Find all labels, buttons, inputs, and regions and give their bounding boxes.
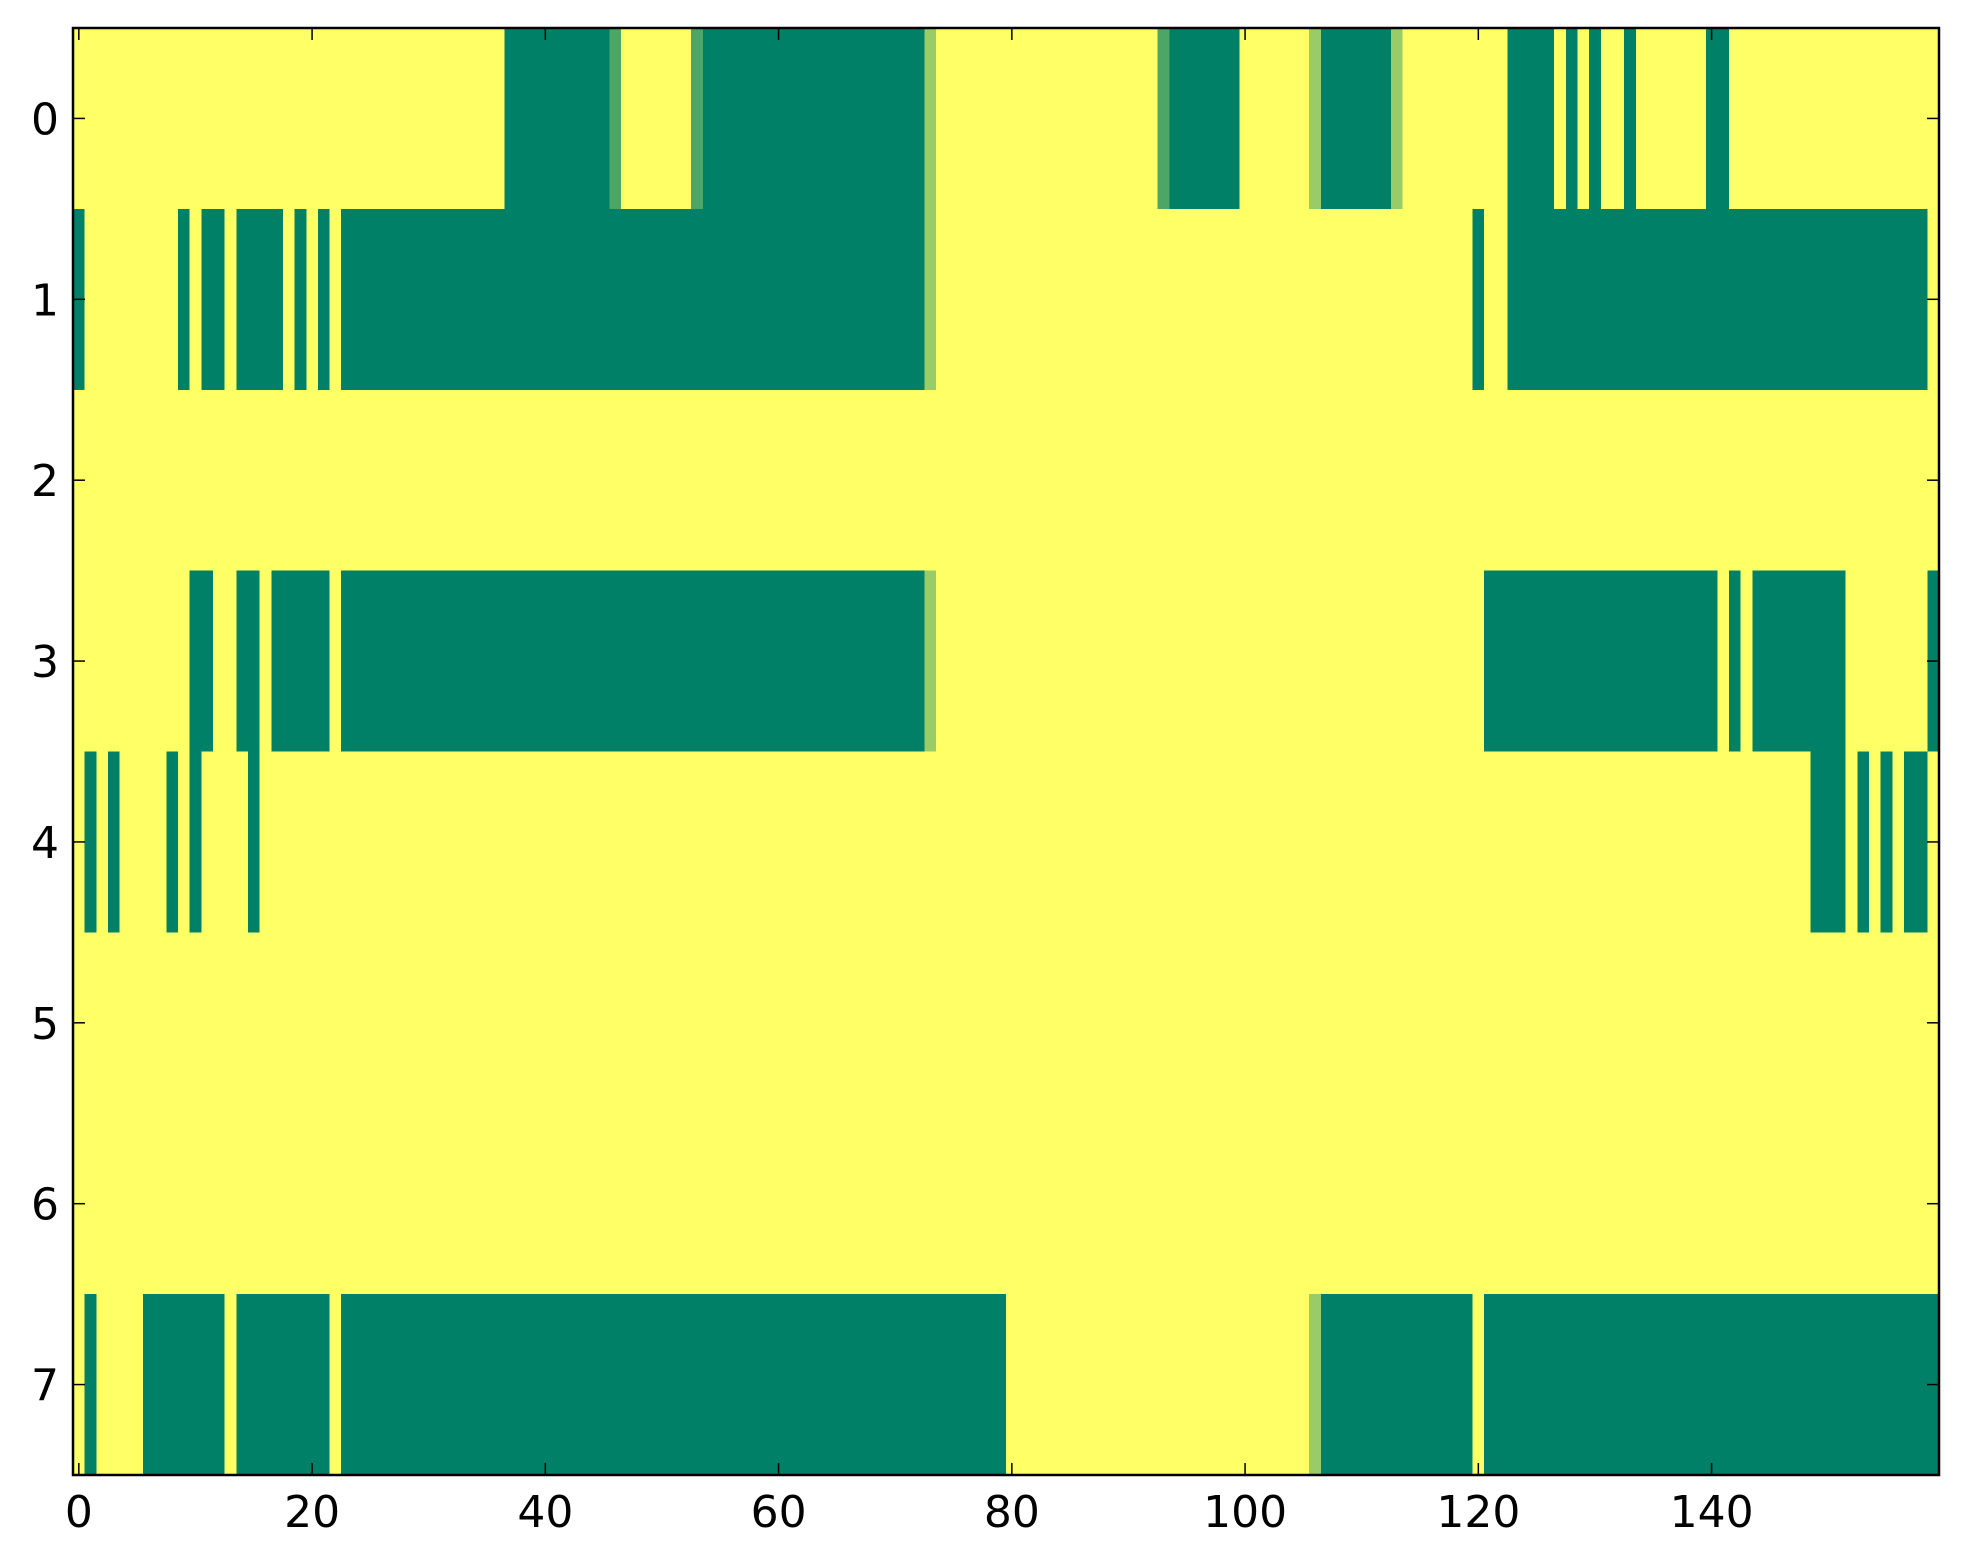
heatmap-cell bbox=[201, 208, 225, 390]
x-tick-label: 0 bbox=[65, 1487, 93, 1538]
heatmap-cell bbox=[1507, 208, 1928, 390]
heatmap-cell bbox=[1309, 28, 1321, 209]
heatmap-cell bbox=[1390, 28, 1403, 209]
heatmap-cell bbox=[271, 570, 330, 752]
heatmap-cell bbox=[1320, 1294, 1473, 1476]
heatmap-cell bbox=[1589, 28, 1601, 209]
heatmap-cell bbox=[1169, 28, 1240, 209]
heatmap-cell bbox=[236, 570, 260, 752]
heatmap-cell bbox=[924, 28, 937, 209]
x-tick-label: 40 bbox=[517, 1487, 573, 1538]
x-tick-label: 80 bbox=[984, 1487, 1040, 1538]
heatmap-cell bbox=[189, 751, 202, 933]
heatmap-cell bbox=[142, 1294, 225, 1476]
y-tick-label: 3 bbox=[31, 637, 59, 688]
heatmap-cell bbox=[691, 28, 703, 209]
y-axis-tick-labels: 0 1 2 3 4 5 6 7 bbox=[31, 94, 59, 1411]
y-tick-label: 1 bbox=[31, 275, 59, 326]
y-tick-label: 5 bbox=[31, 999, 59, 1050]
heatmap-cell bbox=[1309, 1294, 1321, 1476]
heatmap-cell bbox=[189, 570, 213, 752]
heatmap-cell bbox=[166, 751, 178, 933]
heatmap-cell bbox=[317, 208, 330, 390]
heatmap-cell bbox=[609, 28, 622, 209]
heatmap-cell bbox=[1624, 28, 1636, 209]
heatmap-cells bbox=[73, 28, 1939, 1476]
x-tick-label: 120 bbox=[1436, 1487, 1520, 1538]
y-tick-label: 6 bbox=[31, 1180, 59, 1231]
heatmap-cell bbox=[1472, 208, 1485, 390]
x-tick-label: 20 bbox=[284, 1487, 340, 1538]
heatmap-cell bbox=[1507, 28, 1555, 209]
heatmap-cell bbox=[1904, 751, 1928, 933]
heatmap-cell bbox=[1565, 28, 1578, 209]
heatmap-cell bbox=[1705, 28, 1730, 209]
x-tick-label: 100 bbox=[1203, 1487, 1287, 1538]
axes-frame bbox=[71, 26, 1941, 1477]
y-tick-label: 2 bbox=[31, 456, 59, 507]
heatmap-cell bbox=[924, 570, 937, 752]
heatmap-cell bbox=[1484, 570, 1718, 752]
heatmap-cell bbox=[1857, 751, 1870, 933]
x-axis-tick-labels: 0 20 40 60 80 100 120 140 bbox=[65, 1487, 1754, 1538]
heatmap-cell bbox=[702, 28, 925, 209]
heatmap-cell bbox=[1157, 28, 1170, 209]
heatmap-cell bbox=[1729, 570, 1741, 752]
y-tick-label: 4 bbox=[31, 818, 59, 869]
y-tick-label: 0 bbox=[31, 94, 59, 145]
heatmap-cell bbox=[1752, 570, 1846, 752]
heatmap-cell bbox=[84, 751, 97, 933]
x-tick-label: 60 bbox=[751, 1487, 807, 1538]
y-tick-label: 7 bbox=[31, 1361, 59, 1412]
heatmap-cell bbox=[1320, 28, 1391, 209]
heatmap-cell bbox=[247, 751, 260, 933]
heatmap-cell bbox=[294, 208, 307, 390]
heatmap-cell bbox=[236, 208, 283, 390]
heatmap-cell bbox=[1810, 751, 1846, 933]
heatmap-cell bbox=[341, 1294, 1006, 1476]
plot-area bbox=[71, 26, 1941, 1477]
heatmap-cell bbox=[341, 570, 925, 752]
heatmap-cell bbox=[1880, 751, 1893, 933]
heatmap-cell bbox=[924, 208, 937, 390]
heatmap-cell bbox=[84, 1294, 97, 1476]
heatmap-cell bbox=[504, 28, 610, 209]
heatmap-cell bbox=[107, 751, 120, 933]
heatmap-cell bbox=[177, 208, 190, 390]
x-tick-label: 140 bbox=[1670, 1487, 1754, 1538]
axis-ticks bbox=[73, 28, 1939, 1475]
heatmap-cell bbox=[341, 208, 925, 390]
heatmap-cell bbox=[1484, 1294, 1939, 1476]
heatmap-cell bbox=[236, 1294, 330, 1476]
